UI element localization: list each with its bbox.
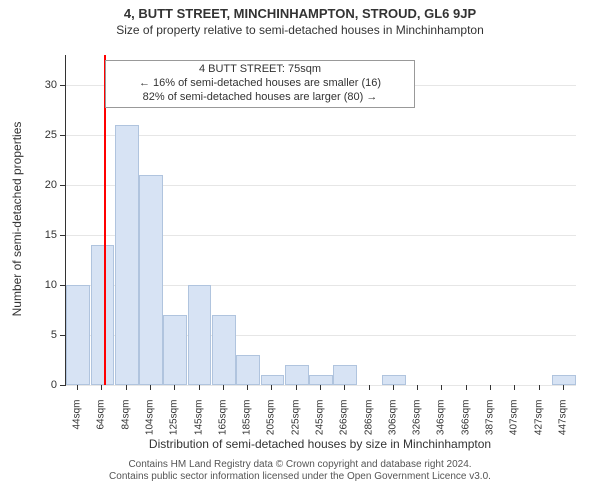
histogram-bar — [261, 375, 285, 385]
x-tick-mark — [271, 385, 272, 390]
chart-title: 4, BUTT STREET, MINCHINHAMPTON, STROUD, … — [0, 0, 600, 21]
histogram-bar — [66, 285, 90, 385]
x-tick-mark — [199, 385, 200, 390]
y-axis-label: Number of semi-detached properties — [10, 54, 24, 384]
x-tick-mark — [393, 385, 394, 390]
x-tick-label: 286sqm — [363, 400, 374, 450]
attribution: Contains HM Land Registry data © Crown c… — [0, 459, 600, 483]
x-tick-label: 44sqm — [72, 400, 83, 450]
histogram-bar — [139, 175, 163, 385]
y-tick-label: 25 — [33, 129, 57, 141]
x-tick-label: 447sqm — [557, 400, 568, 450]
attribution-line-2: Contains public sector information licen… — [0, 471, 600, 483]
annotation-box: 4 BUTT STREET: 75sqm ← 16% of semi-detac… — [105, 60, 415, 108]
histogram-bar — [333, 365, 357, 385]
x-tick-label: 306sqm — [387, 400, 398, 450]
x-tick-label: 84sqm — [120, 400, 131, 450]
x-tick-label: 245sqm — [315, 400, 326, 450]
x-tick-mark — [514, 385, 515, 390]
y-tick-mark — [60, 135, 65, 136]
x-tick-label: 125sqm — [169, 400, 180, 450]
histogram-bar — [115, 125, 139, 385]
y-tick-label: 5 — [33, 329, 57, 341]
x-tick-mark — [223, 385, 224, 390]
x-tick-label: 145sqm — [193, 400, 204, 450]
x-tick-mark — [126, 385, 127, 390]
histogram-bar — [91, 245, 115, 385]
x-tick-mark — [490, 385, 491, 390]
x-tick-label: 185sqm — [242, 400, 253, 450]
histogram-bar — [309, 375, 333, 385]
x-tick-mark — [247, 385, 248, 390]
x-tick-mark — [344, 385, 345, 390]
histogram-bar — [188, 285, 212, 385]
x-tick-label: 205sqm — [266, 400, 277, 450]
x-tick-mark — [466, 385, 467, 390]
annotation-line-1: 4 BUTT STREET: 75sqm — [110, 63, 410, 77]
y-tick-label: 15 — [33, 229, 57, 241]
chart-container: 4, BUTT STREET, MINCHINHAMPTON, STROUD, … — [0, 0, 600, 500]
x-tick-label: 64sqm — [96, 400, 107, 450]
x-tick-mark — [101, 385, 102, 390]
y-tick-mark — [60, 335, 65, 336]
x-tick-mark — [174, 385, 175, 390]
x-tick-label: 266sqm — [339, 400, 350, 450]
y-tick-mark — [60, 85, 65, 86]
y-tick-mark — [60, 385, 65, 386]
x-tick-label: 346sqm — [436, 400, 447, 450]
y-tick-label: 0 — [33, 379, 57, 391]
histogram-bar — [285, 365, 309, 385]
y-tick-mark — [60, 185, 65, 186]
x-tick-mark — [563, 385, 564, 390]
x-tick-mark — [320, 385, 321, 390]
x-tick-label: 407sqm — [509, 400, 520, 450]
x-tick-mark — [77, 385, 78, 390]
gridline — [66, 135, 576, 136]
x-tick-label: 427sqm — [533, 400, 544, 450]
gridline — [66, 385, 576, 386]
x-tick-mark — [150, 385, 151, 390]
annotation-line-2: ← 16% of semi-detached houses are smalle… — [110, 77, 410, 91]
x-tick-label: 104sqm — [145, 400, 156, 450]
histogram-bar — [382, 375, 406, 385]
x-tick-mark — [441, 385, 442, 390]
chart-subtitle: Size of property relative to semi-detach… — [0, 21, 600, 37]
x-tick-mark — [296, 385, 297, 390]
x-tick-label: 326sqm — [412, 400, 423, 450]
y-tick-label: 20 — [33, 179, 57, 191]
y-tick-mark — [60, 235, 65, 236]
annotation-line-3: 82% of semi-detached houses are larger (… — [110, 91, 410, 105]
x-tick-mark — [369, 385, 370, 390]
histogram-bar — [163, 315, 187, 385]
x-tick-label: 366sqm — [460, 400, 471, 450]
histogram-bar — [236, 355, 260, 385]
y-tick-mark — [60, 285, 65, 286]
histogram-bar — [212, 315, 236, 385]
x-tick-mark — [539, 385, 540, 390]
x-tick-label: 225sqm — [290, 400, 301, 450]
x-tick-label: 387sqm — [485, 400, 496, 450]
y-tick-label: 10 — [33, 279, 57, 291]
y-tick-label: 30 — [33, 79, 57, 91]
histogram-bar — [552, 375, 576, 385]
x-tick-label: 165sqm — [217, 400, 228, 450]
x-tick-mark — [417, 385, 418, 390]
attribution-line-1: Contains HM Land Registry data © Crown c… — [0, 459, 600, 471]
